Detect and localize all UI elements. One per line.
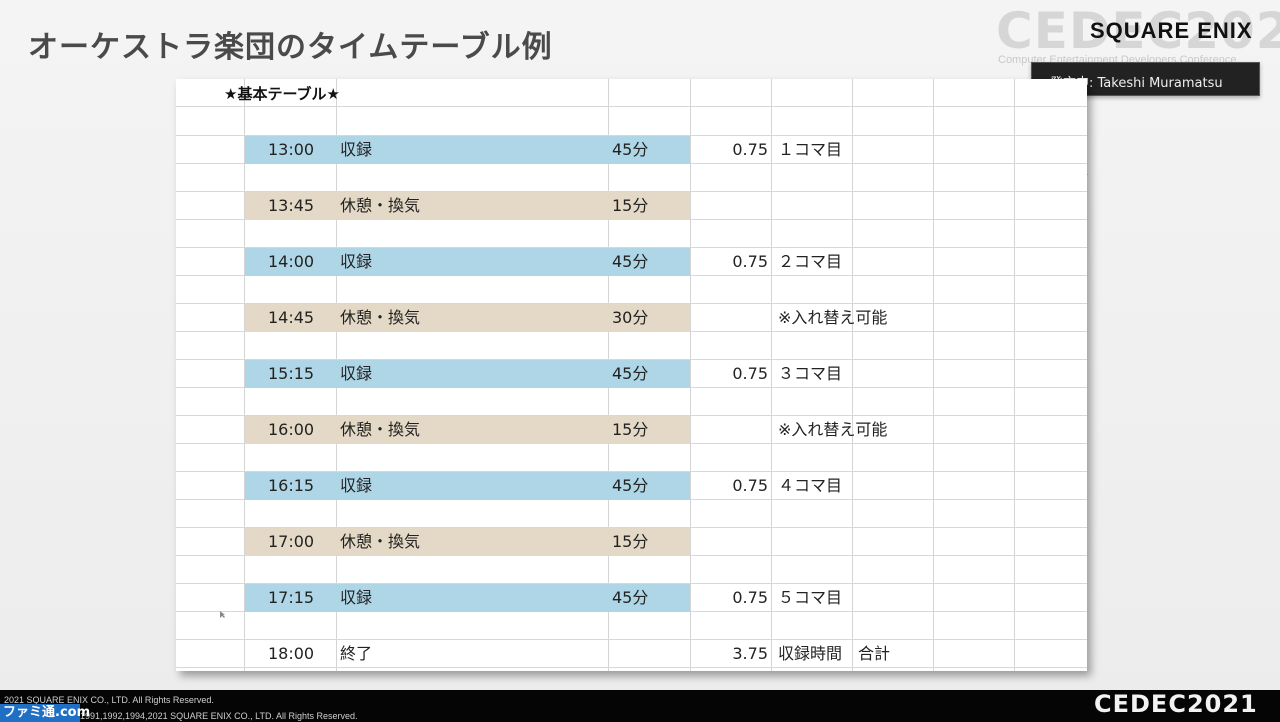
table-row-brk[interactable]: 13:45 休憩・換気 15分 <box>176 192 1087 220</box>
table-row-rec[interactable]: 16:15 収録 45分 0.75 ４コマ目 <box>176 472 1087 500</box>
label-cell: 休憩・換気 <box>340 196 421 215</box>
break-band <box>245 528 690 556</box>
duration-cell: 45分 <box>612 140 649 159</box>
table-row-rec[interactable]: 13:00 収録 45分 0.75 １コマ目 <box>176 136 1087 164</box>
famitsu-watermark: ファミ通.com <box>0 704 90 722</box>
duration-cell: 45分 <box>612 364 649 383</box>
duration-cell: 30分 <box>612 308 649 327</box>
grid-line <box>1014 79 1015 671</box>
ratio-cell: 0.75 <box>732 588 768 607</box>
duration-cell: 45分 <box>612 476 649 495</box>
table-row <box>176 444 1087 472</box>
recording-band <box>245 248 690 276</box>
table-row <box>176 612 1087 640</box>
table-row-brk[interactable]: 14:45 休憩・換気 30分 ※入れ替え可能 <box>176 304 1087 332</box>
time-cell: 13:45 <box>268 196 315 215</box>
time-cell: 15:15 <box>268 364 315 383</box>
ratio-cell <box>696 192 768 220</box>
break-band <box>245 304 690 332</box>
recording-band <box>245 136 690 164</box>
ratio-cell: 0.75 <box>732 476 768 495</box>
note-cell: ２コマ目 <box>778 252 843 271</box>
ratio-cell <box>696 528 768 556</box>
label-cell: 収録 <box>340 476 373 495</box>
label-cell: 休憩・換気 <box>340 420 421 439</box>
table-row-rec[interactable]: 14:00 収録 45分 0.75 ２コマ目 <box>176 248 1087 276</box>
grid-line <box>771 79 772 671</box>
ratio-cell <box>696 304 768 332</box>
table-row <box>176 79 1087 107</box>
ratio-cell: 0.75 <box>732 140 768 159</box>
duration-cell: 15分 <box>612 196 649 215</box>
table-row <box>176 668 1087 671</box>
note-cell: ５コマ目 <box>778 588 843 607</box>
note-cell: 収録時間 合計 <box>778 644 891 663</box>
time-cell: 13:00 <box>268 140 315 159</box>
label-cell: 終了 <box>340 644 373 663</box>
time-cell: 14:45 <box>268 308 315 327</box>
recording-band <box>245 360 690 388</box>
ratio-cell: 3.75 <box>732 644 768 663</box>
spreadsheet[interactable]: ★基本テーブル★ 13:00 収録 45分 0.75 １コマ目 13:45 休憩・換気 15分… <box>176 79 1087 671</box>
table-row <box>176 108 1087 136</box>
table-row <box>176 164 1087 192</box>
slide-title: オーケストラ楽団のタイムテーブル例 <box>28 30 553 65</box>
table-row-brk[interactable]: 17:00 休憩・換気 15分 <box>176 528 1087 556</box>
small-cursor-icon <box>220 611 225 618</box>
label-cell: 収録 <box>340 252 373 271</box>
duration-cell: 15分 <box>612 532 649 551</box>
label-cell: 休憩・換気 <box>340 532 421 551</box>
label-cell: 休憩・換気 <box>340 308 421 327</box>
grid-line <box>690 79 691 671</box>
cedec-logo-text: CEDEC2021 <box>996 2 1280 60</box>
time-cell: 16:00 <box>268 420 315 439</box>
time-cell: 14:00 <box>268 252 315 271</box>
note-cell: ３コマ目 <box>778 364 843 383</box>
table-row <box>176 556 1087 584</box>
table-row-rec[interactable]: 15:15 収録 45分 0.75 ３コマ目 <box>176 360 1087 388</box>
note-cell: １コマ目 <box>778 140 843 159</box>
break-band <box>245 192 690 220</box>
duration-cell: 45分 <box>612 588 649 607</box>
grid-line <box>244 79 245 671</box>
note-cell: ※入れ替え可能 <box>778 308 888 327</box>
label-cell: 収録 <box>340 364 373 383</box>
footer-cedec-logo: CEDEC2021 <box>1094 690 1258 718</box>
time-cell: 18:00 <box>268 644 315 663</box>
recording-band <box>245 472 690 500</box>
ratio-cell <box>696 416 768 444</box>
label-cell: 収録 <box>340 588 373 607</box>
note-cell: ※入れ替え可能 <box>778 420 888 439</box>
sheet-title: ★基本テーブル★ <box>224 85 340 103</box>
duration-cell: 45分 <box>612 252 649 271</box>
note-cell: ４コマ目 <box>778 476 843 495</box>
recording-band <box>245 584 690 612</box>
table-row <box>176 332 1087 360</box>
table-row <box>176 388 1087 416</box>
break-band <box>245 416 690 444</box>
footer-bar <box>0 690 1280 722</box>
label-cell: 収録 <box>340 140 373 159</box>
square-enix-logo: SQUARE ENIX <box>1090 18 1253 43</box>
table-row-brk[interactable]: 16:00 休憩・換気 15分 ※入れ替え可能 <box>176 416 1087 444</box>
time-cell: 17:00 <box>268 532 315 551</box>
table-row <box>176 220 1087 248</box>
ratio-cell: 0.75 <box>732 252 768 271</box>
table-row-end[interactable]: 18:00 終了 3.75 収録時間 合計 <box>176 640 1087 668</box>
copyright-line-2: 1991,1992,1994,2021 SQUARE ENIX CO., LTD… <box>80 711 358 721</box>
time-cell: 16:15 <box>268 476 315 495</box>
table-row-rec[interactable]: 17:15 収録 45分 0.75 ５コマ目 <box>176 584 1087 612</box>
copyright-line-1: 2021 SQUARE ENIX CO., LTD. All Rights Re… <box>4 695 214 705</box>
duration-cell: 15分 <box>612 420 649 439</box>
table-row <box>176 276 1087 304</box>
time-cell: 17:15 <box>268 588 315 607</box>
grid-line <box>933 79 934 671</box>
table-row <box>176 500 1087 528</box>
ratio-cell: 0.75 <box>732 364 768 383</box>
grid-line <box>852 79 853 671</box>
